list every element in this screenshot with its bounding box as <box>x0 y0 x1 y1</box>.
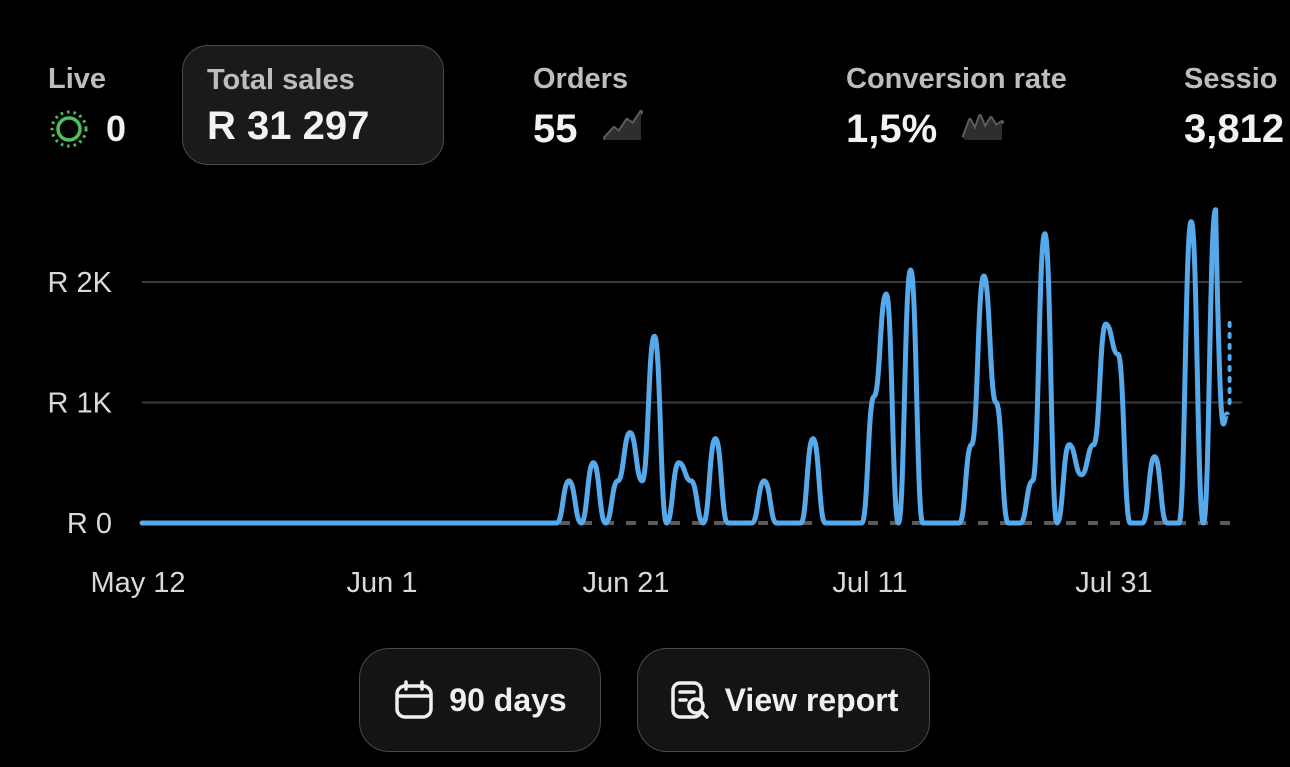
date-range-button[interactable]: 90 days <box>359 648 601 752</box>
orders-label: Orders <box>533 63 629 95</box>
sparkline-icon <box>602 106 646 152</box>
live-value: 0 <box>106 108 127 149</box>
y-tick-label: R 0 <box>67 508 112 540</box>
x-tick-label: Jul 31 <box>1075 567 1152 599</box>
sessions-metric[interactable]: Sessio 3,812 <box>1184 62 1290 152</box>
y-tick-label: R 1K <box>48 388 113 420</box>
view-report-label: View report <box>724 681 899 718</box>
view-report-button[interactable]: View report <box>637 648 930 752</box>
report-search-icon <box>669 679 711 721</box>
live-pulse-icon <box>48 108 90 150</box>
live-label: Live <box>48 63 107 95</box>
sparkline-icon <box>961 106 1005 152</box>
conversion-rate-label: Conversion rate <box>846 63 1067 95</box>
live-visitors-metric[interactable]: Live 0 <box>48 62 126 152</box>
calendar-icon <box>393 679 435 721</box>
total-sales-metric[interactable]: Total sales R 31 297 <box>182 45 444 165</box>
conversion-rate-metric[interactable]: Conversion rate 1,5% <box>846 62 1067 152</box>
sessions-label: Sessio <box>1184 63 1278 95</box>
x-tick-label: Jun 21 <box>582 567 669 599</box>
sales-series-line <box>139 207 1219 526</box>
date-range-label: 90 days <box>449 681 567 718</box>
total-sales-value: R 31 297 <box>207 104 370 148</box>
x-tick-label: May 12 <box>90 567 185 599</box>
conversion-rate-value: 1,5% <box>846 107 938 151</box>
total-sales-label: Total sales <box>207 64 355 96</box>
x-tick-label: Jun 1 <box>347 567 418 599</box>
x-tick-label: Jul 11 <box>832 567 907 599</box>
y-tick-label: R 2K <box>48 267 113 299</box>
orders-value: 55 <box>533 107 578 151</box>
sessions-value: 3,812 <box>1184 107 1285 151</box>
orders-metric[interactable]: Orders 55 <box>533 62 646 152</box>
series-last-segment <box>1213 209 1230 427</box>
